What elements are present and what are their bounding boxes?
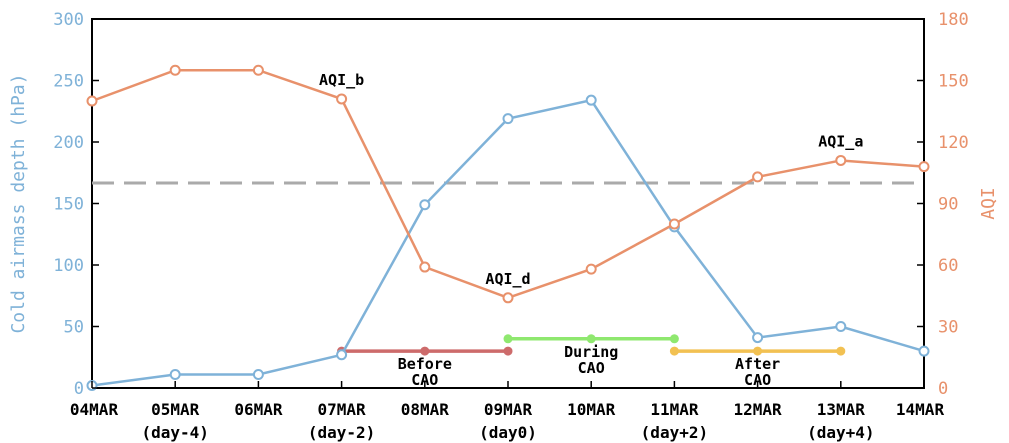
data-point-aqi (835, 154, 847, 166)
data-point-depth (585, 94, 597, 106)
data-point-aqi (918, 161, 930, 173)
period-label-after: After (735, 355, 780, 373)
x-tick-label: 14MAR (896, 400, 945, 419)
y-tick-label-right: 120 (938, 133, 969, 153)
y-tick-label-left: 200 (53, 133, 84, 153)
period-point-during (586, 334, 596, 344)
data-point-depth (835, 321, 847, 332)
y-tick-label-right: 150 (938, 72, 969, 92)
data-point-aqi (502, 292, 514, 304)
x-tick-sublabel: (day+2) (641, 423, 708, 442)
x-tick-label: 04MAR (70, 400, 119, 419)
period-label-during: During (564, 343, 618, 361)
y-axis-title-left: Cold airmass depth (hPa) (8, 73, 29, 333)
y-tick-label-right: 30 (938, 318, 958, 338)
y-tick-label-left: 100 (53, 256, 84, 276)
x-tick-label: 13MAR (817, 400, 866, 419)
period-label-after-2: CAO (744, 371, 771, 389)
x-tick-sublabel: (day-2) (308, 423, 375, 442)
x-tick-label: 11MAR (650, 400, 699, 419)
period-point-during (669, 334, 679, 344)
period-label-before: Before (398, 355, 452, 373)
annotation-aqi-d: AQI_d (485, 270, 530, 288)
data-point-aqi (252, 64, 264, 76)
data-point-depth (419, 199, 431, 211)
x-tick-sublabel: (day+4) (807, 423, 874, 442)
annotation-aqi-a: AQI_a (818, 132, 863, 150)
data-point-depth (336, 349, 348, 361)
data-point-aqi (86, 95, 98, 107)
x-tick-label: 05MAR (151, 400, 200, 419)
annotation-aqi-b: AQI_b (319, 71, 364, 89)
axis-layer: 0 50 100 150 200 250 300 0 30 60 90 120 150 180 04MAR 0… (53, 10, 968, 442)
period-point-before (503, 346, 513, 356)
y-tick-label-left: 50 (64, 318, 84, 338)
y-tick-label-right: 60 (938, 256, 958, 276)
period-point-after (836, 346, 846, 356)
x-tick-label: 07MAR (318, 400, 367, 419)
data-point-aqi (668, 218, 680, 230)
period-label-during-2: CAO (578, 359, 605, 377)
period-point-before (420, 346, 430, 356)
y-tick-label-left: 300 (53, 10, 84, 30)
x-tick-label: 09MAR (484, 400, 533, 419)
data-point-aqi (419, 261, 431, 273)
data-point-aqi (336, 93, 348, 105)
y-tick-label-right: 90 (938, 195, 958, 215)
y-tick-label-right: 180 (938, 10, 969, 30)
data-point-depth (169, 368, 181, 380)
y-tick-label-right: 0 (938, 379, 948, 399)
x-tick-label: 10MAR (567, 400, 616, 419)
y-tick-label-left: 150 (53, 195, 84, 215)
x-tick-label: 06MAR (234, 400, 283, 419)
data-point-aqi (585, 263, 597, 275)
x-tick-label: 12MAR (734, 400, 783, 419)
x-tick-sublabel: (day-4) (141, 423, 208, 442)
data-point-aqi (752, 171, 764, 183)
x-tick-label: 08MAR (401, 400, 450, 419)
data-point-depth (502, 113, 514, 125)
period-label-before-2: CAO (411, 371, 438, 389)
period-point-after (753, 346, 763, 356)
x-tick-sublabel: (day0) (479, 423, 537, 442)
y-tick-label-left: 0 (74, 379, 84, 399)
y-axis-title-right: AQI (978, 187, 999, 220)
data-point-depth (752, 332, 764, 344)
period-point-after (669, 346, 679, 356)
period-point-during (503, 334, 513, 344)
data-point-aqi (169, 64, 181, 76)
data-point-depth (252, 368, 264, 380)
y-tick-label-left: 250 (53, 72, 84, 92)
data-point-depth (918, 345, 930, 357)
